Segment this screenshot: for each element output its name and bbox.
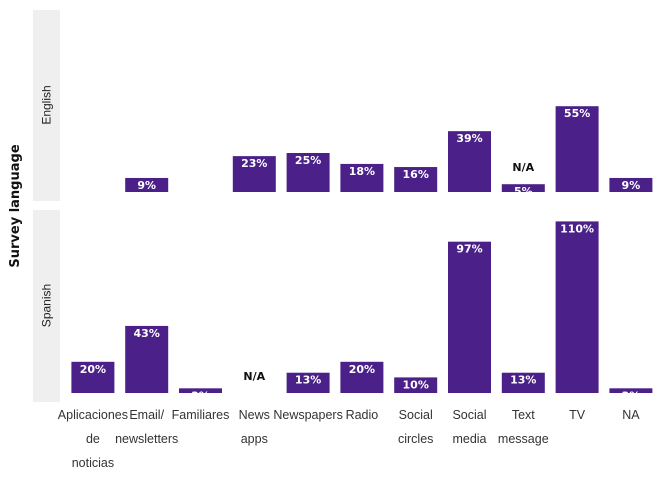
bar — [232, 156, 276, 192]
facet-strip — [33, 10, 60, 201]
bar — [125, 325, 169, 393]
x-tick-label: Social media — [452, 408, 486, 446]
x-tick-label: NA — [622, 408, 640, 422]
bar-value-label: 43% — [134, 327, 160, 340]
bar — [555, 221, 599, 393]
facet-strip — [33, 210, 60, 402]
bar — [501, 184, 545, 192]
bar-value-label: 9% — [137, 179, 156, 192]
bar-value-label: 5% — [514, 185, 533, 198]
bar — [286, 153, 330, 192]
bar-value-label: 97% — [456, 243, 482, 256]
bar-value-label: 18% — [349, 165, 375, 178]
bar-value-label: 13% — [295, 374, 321, 387]
na-annotation: N/A — [243, 370, 265, 383]
bar — [448, 131, 491, 192]
x-tick-label: Aplicaciones de noticias — [58, 408, 128, 470]
x-tick-label: Email/newsletters — [115, 408, 178, 446]
bar-value-label: 3% — [191, 389, 210, 402]
x-tick-label: Familiares — [172, 408, 230, 422]
bar-value-label: 16% — [403, 168, 429, 181]
bar-value-label: 110% — [560, 222, 594, 235]
bar — [179, 388, 222, 393]
bar — [555, 106, 599, 192]
x-tick-label: News apps — [239, 408, 270, 446]
bar-value-label: 3% — [622, 389, 641, 402]
bar-value-label: 9% — [622, 179, 641, 192]
bar — [609, 388, 653, 393]
bar-value-label: 55% — [564, 107, 590, 120]
facet-strip-label: Spanish — [40, 284, 54, 327]
bar-value-label: 10% — [403, 378, 429, 391]
x-tick-label: Radio — [346, 408, 379, 422]
bar-value-label: 13% — [510, 374, 536, 387]
bar — [71, 361, 115, 393]
panel-english: English 9% 23% 25% 18% 16% 39% 5% 55% 9% N/A — [33, 10, 653, 201]
y-axis-title: Survey language — [8, 144, 23, 267]
bar — [448, 241, 491, 393]
bar — [394, 377, 438, 393]
x-axis-ticks: Aplicaciones de noticiasEmail/newslettersF… — [58, 408, 640, 470]
bar-value-label: 25% — [295, 154, 321, 167]
bar — [340, 163, 384, 192]
x-tick-label: Text message — [498, 408, 549, 446]
x-tick-label: Social circles — [398, 408, 433, 446]
bar — [501, 372, 545, 393]
na-annotation: N/A — [512, 161, 534, 174]
bar-value-label: 23% — [241, 157, 267, 170]
panel-spanish: Spanish 20% 43% 3% 13% 20% 10% 97% 13% 110% 3% N/A — [33, 210, 653, 402]
bar — [394, 167, 438, 192]
x-tick-label: Newspapers — [273, 408, 342, 422]
bar-value-label: 20% — [80, 363, 106, 376]
x-tick-label: TV — [569, 408, 586, 422]
bar — [609, 177, 653, 192]
facet-strip-label: English — [40, 85, 54, 124]
bar-value-label: 39% — [456, 132, 482, 145]
bar — [340, 361, 384, 393]
bar-value-label: 20% — [349, 363, 375, 376]
bar — [286, 372, 330, 393]
bar — [125, 177, 169, 192]
